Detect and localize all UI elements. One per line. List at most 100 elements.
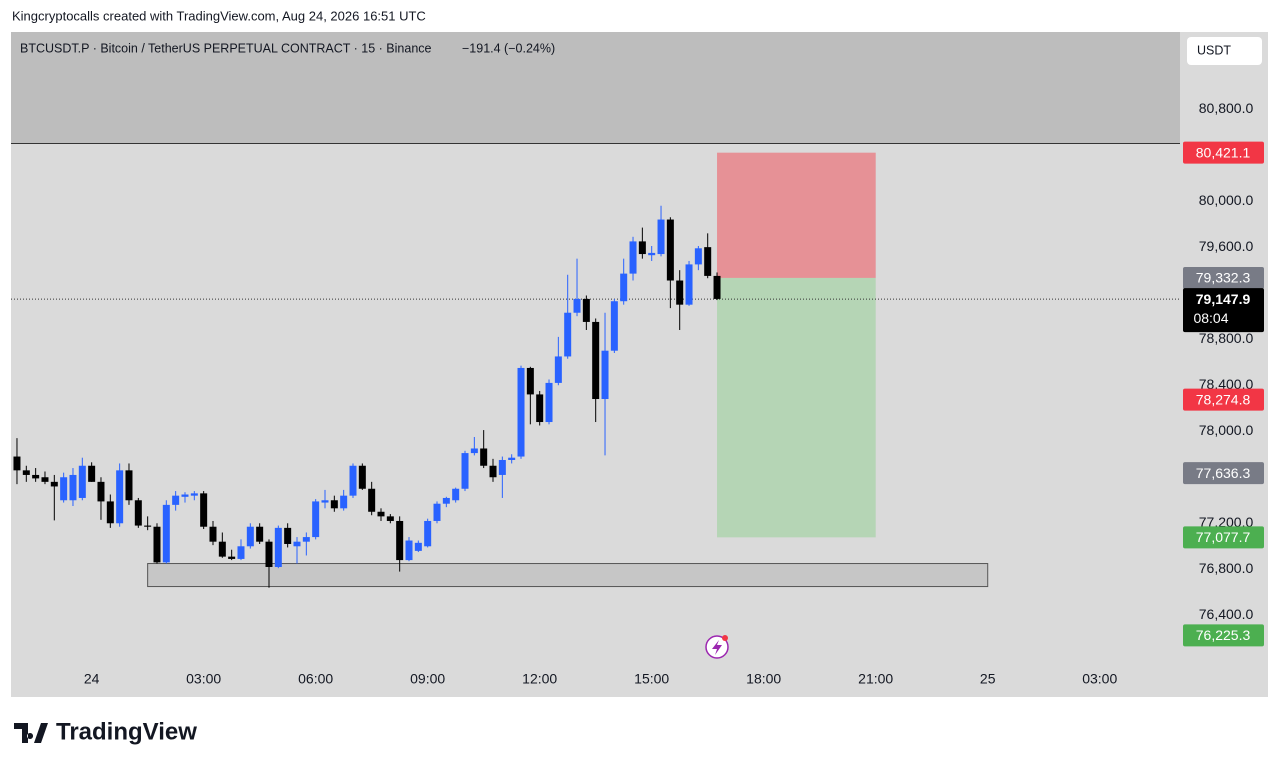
x-tick-label: 06:00: [298, 671, 333, 687]
candle-body: [41, 477, 49, 482]
candle-body: [274, 527, 282, 567]
last-price-label: 79,147.9: [1196, 291, 1251, 307]
change: −191.4 (−0.24%): [462, 41, 555, 55]
candle-body: [536, 394, 544, 423]
candle-body: [368, 488, 376, 512]
price-badge-label: 80,421.1: [1196, 144, 1251, 160]
price-badge: [1183, 266, 1264, 289]
candle-body: [517, 367, 525, 457]
candle-body: [433, 503, 441, 521]
x-tick-label: 25: [980, 671, 996, 687]
y-tick-label: 76,800.0: [1199, 560, 1254, 576]
candle-body: [657, 219, 665, 255]
candle-body: [470, 448, 478, 454]
candle-body: [200, 493, 208, 527]
candle-body: [573, 298, 581, 313]
candle-body: [489, 465, 497, 478]
price-badge-label: 76,225.3: [1196, 627, 1251, 643]
candle-body: [349, 465, 357, 496]
candle-body: [153, 526, 161, 563]
candle-body: [694, 248, 702, 265]
candle-body: [564, 312, 572, 357]
symbol: BTCUSDT.P · Bitcoin / TetherUS PERPETUAL…: [20, 41, 432, 55]
candle-body: [97, 481, 105, 502]
y-tick-label: 77,200.0: [1199, 514, 1254, 530]
credit: Kingcryptocalls created with TradingView…: [12, 8, 426, 23]
candle-body: [442, 497, 450, 504]
y-tick-label: 78,400.0: [1199, 376, 1254, 392]
candle-body: [172, 495, 180, 505]
candle-body: [312, 501, 320, 538]
candle-body: [340, 495, 348, 509]
top-band: [11, 32, 1180, 143]
candle-body: [88, 465, 96, 482]
price-badge: [1183, 526, 1264, 549]
candle-body: [386, 516, 394, 521]
logo: [14, 723, 48, 743]
candle-body: [601, 350, 609, 400]
candle-body: [302, 537, 310, 542]
candle-body: [78, 465, 86, 498]
price-badge: [1183, 462, 1264, 485]
candle-body: [648, 252, 656, 256]
price-badge-label: 78,274.8: [1196, 391, 1251, 407]
candle-body: [246, 526, 254, 547]
candle-body: [190, 493, 198, 496]
candle-body: [545, 382, 553, 423]
candle-body: [265, 541, 273, 567]
x-tick-label: 18:00: [746, 671, 781, 687]
brand: TradingView: [56, 718, 197, 745]
candle-body: [685, 264, 693, 305]
price-badge-label: 79,332.3: [1196, 270, 1251, 286]
candle-body: [181, 494, 189, 497]
x-tick-label: 09:00: [410, 671, 445, 687]
candle-body: [293, 541, 301, 547]
y-tick-label: 78,800.0: [1199, 330, 1254, 346]
candle-body: [704, 247, 712, 276]
candle-body: [377, 511, 385, 517]
y-tick-label: 79,600.0: [1199, 238, 1254, 254]
candle-body: [396, 520, 404, 561]
candle-body: [498, 459, 506, 475]
x-tick-label: 15:00: [634, 671, 669, 687]
candle-body: [480, 448, 488, 466]
currency[interactable]: USDT: [1197, 43, 1231, 57]
candle-body: [620, 273, 628, 302]
candle-body: [424, 520, 432, 547]
candle-body: [405, 540, 413, 561]
price-badge: [1183, 141, 1264, 164]
candle-body: [638, 241, 646, 255]
candle-body: [125, 470, 133, 501]
candle-body: [218, 541, 226, 557]
candle-body: [610, 301, 618, 351]
candle-body: [22, 470, 30, 475]
candle-body: [629, 241, 637, 274]
candle-body: [554, 356, 562, 383]
price-badge: [1183, 388, 1264, 411]
candle-body: [106, 501, 114, 524]
y-tick-label: 76,400.0: [1199, 606, 1254, 622]
candle-body: [508, 457, 516, 460]
x-tick-label: 24: [84, 671, 100, 687]
candle-body: [414, 542, 422, 551]
candle-body: [134, 500, 142, 526]
candle-body: [69, 474, 77, 501]
candle-body: [60, 477, 68, 501]
currency-button[interactable]: [1187, 37, 1262, 65]
candle-body: [582, 298, 590, 322]
candle-body: [452, 488, 460, 501]
stop-zone: [717, 152, 876, 278]
candle-body: [526, 367, 534, 395]
x-tick-label: 03:00: [186, 671, 221, 687]
candle-body: [358, 465, 366, 489]
zone: [147, 563, 989, 588]
candle-body: [256, 526, 264, 542]
candle-body: [666, 219, 674, 281]
candle-body: [592, 321, 600, 400]
candle-body: [209, 526, 217, 542]
alert-icon: [705, 635, 729, 659]
price-badge-label: 77,636.3: [1196, 465, 1251, 481]
countdown: 08:04: [1193, 310, 1228, 326]
